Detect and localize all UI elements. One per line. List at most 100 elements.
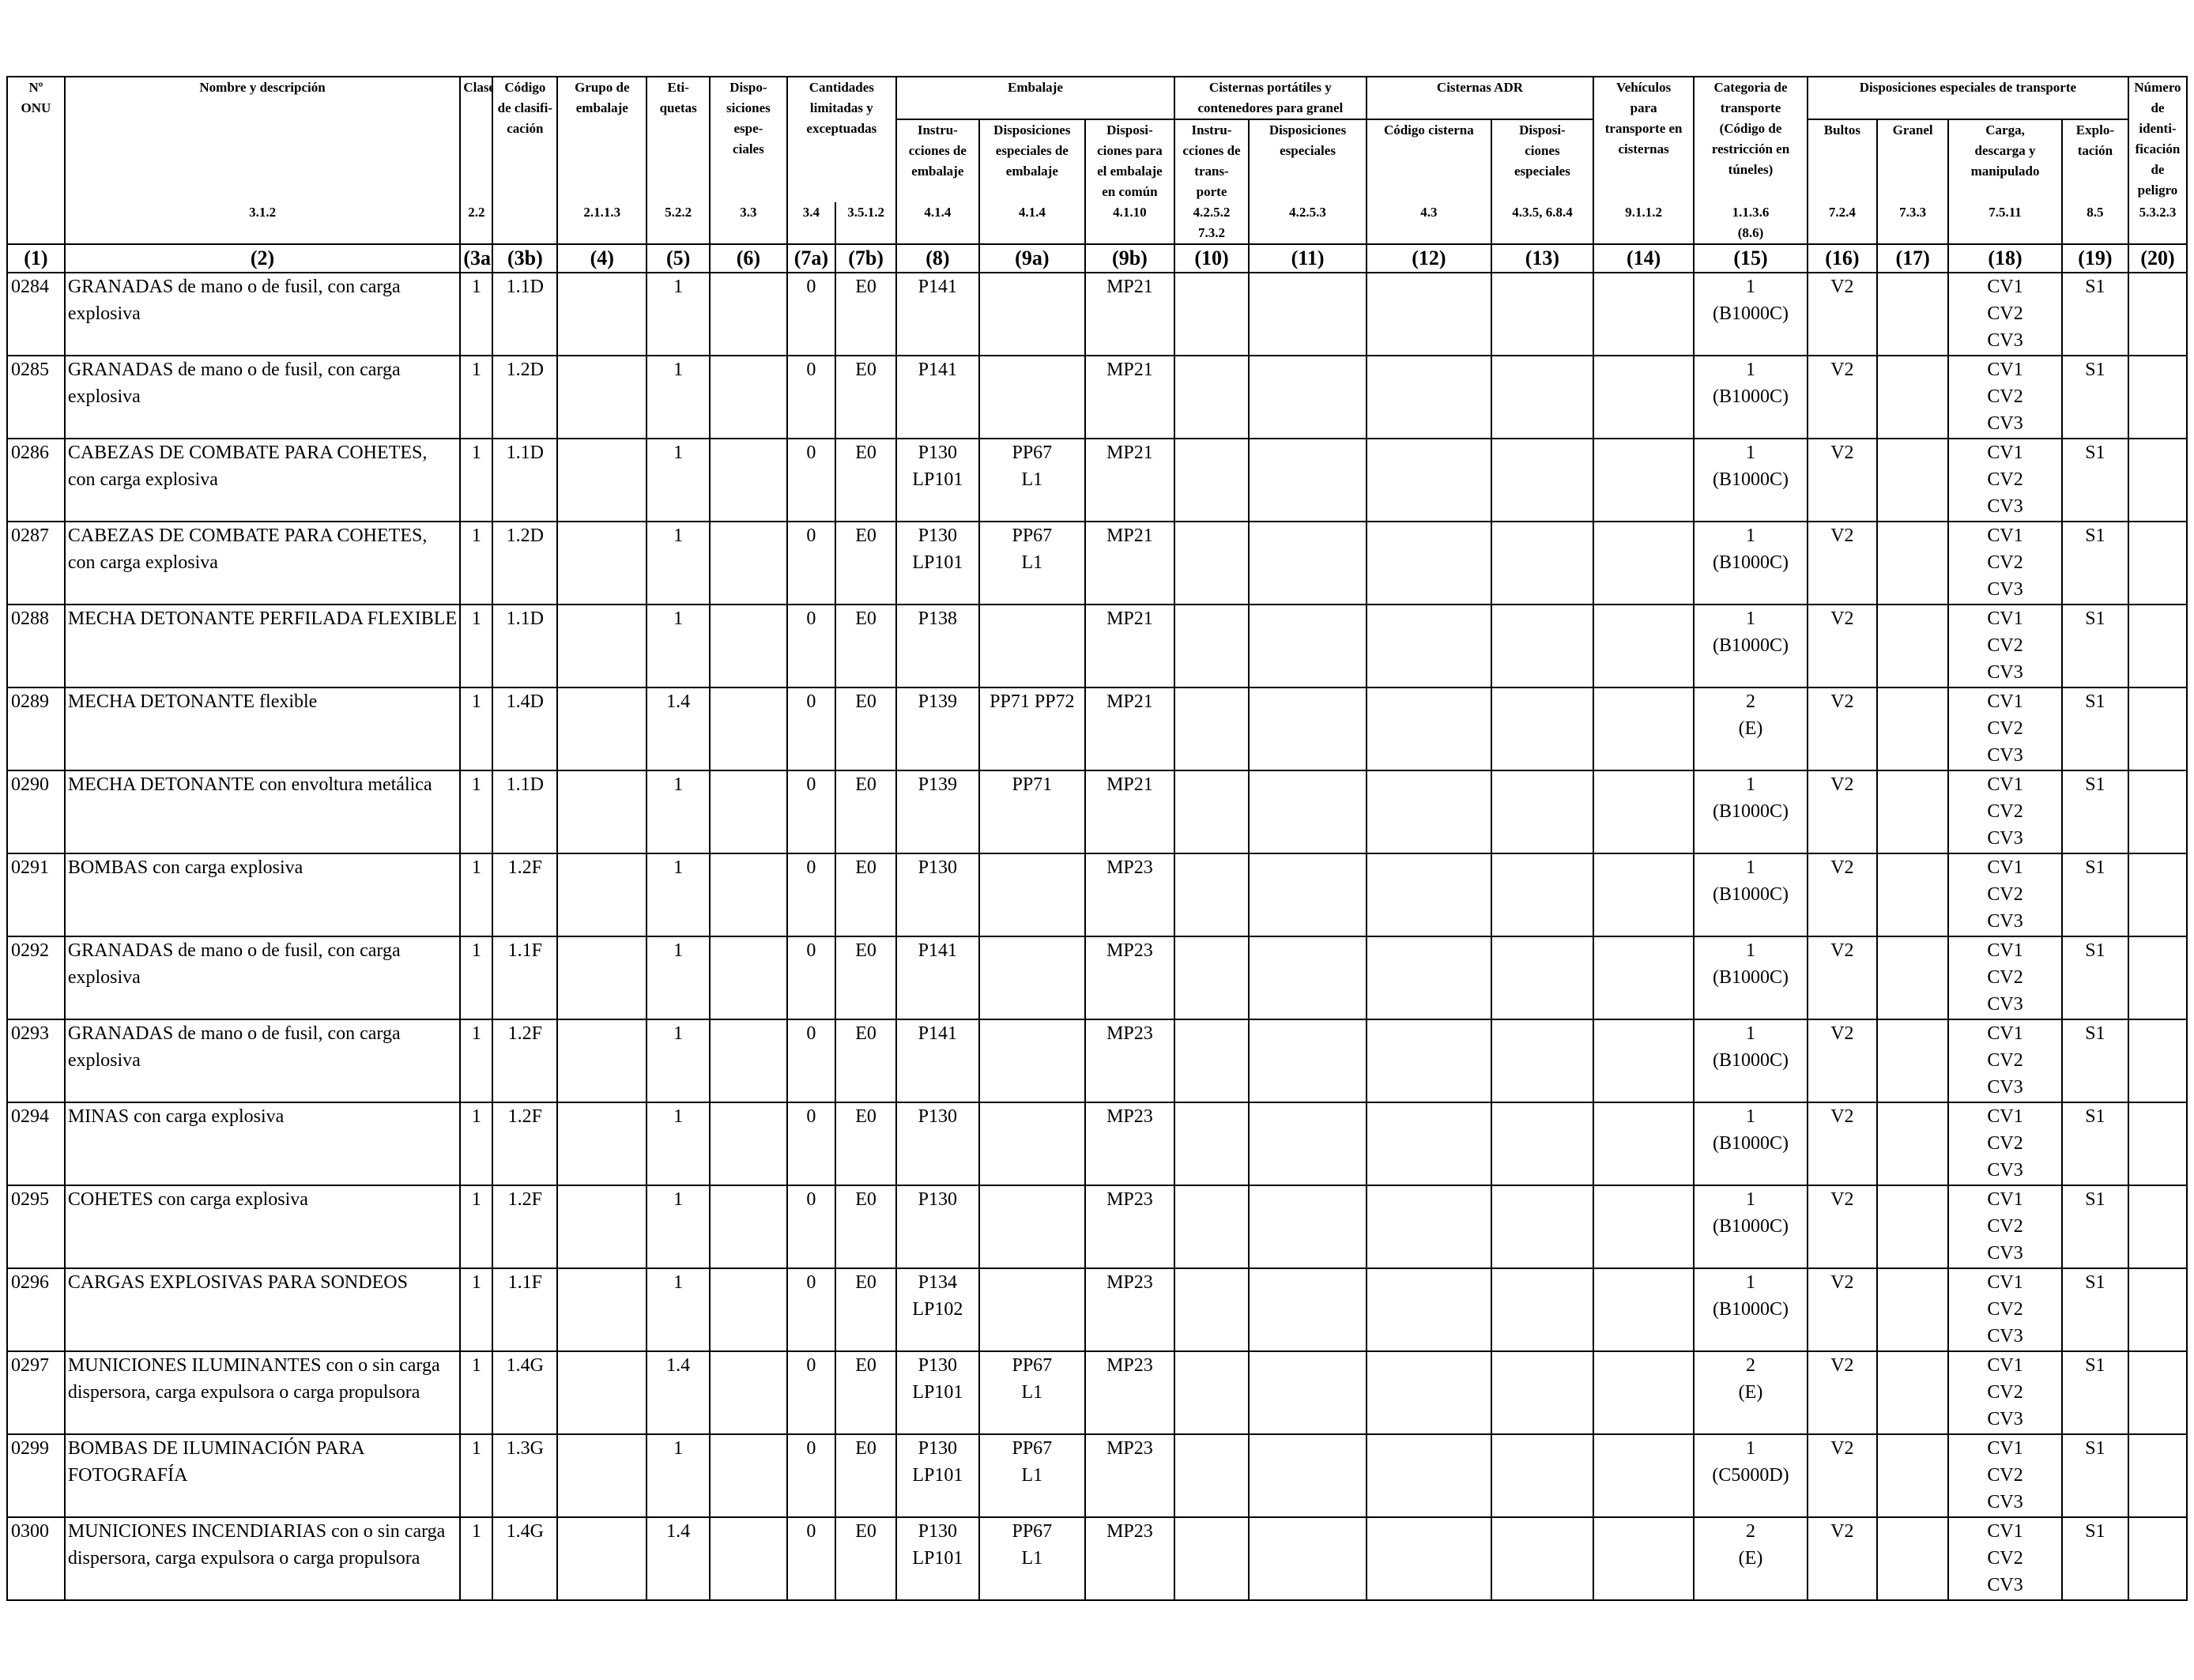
header-cantidades: Cantidades limitadas y exceptuadas [786, 76, 898, 202]
cell-cp-instrucciones [1173, 1019, 1250, 1103]
cell-dt-carga-line: CV3 [1987, 911, 2023, 932]
cell-cp-instrucciones [1173, 1516, 1250, 1601]
cell-name: MECHA DETONANTE PERFILADA FLEXIBLE [63, 604, 462, 688]
cell-vehiculos [1593, 1268, 1695, 1352]
section-grupo: 2.1.1.3 [556, 202, 648, 245]
header-clase: Clase [459, 76, 494, 202]
cell-cp-disposiciones [1248, 1102, 1367, 1186]
cell-etiquetas: 1 [646, 604, 711, 688]
cell-ca-codigo [1365, 1185, 1492, 1269]
cell-cp-instrucciones [1173, 936, 1250, 1020]
cell-cp-disposiciones [1248, 604, 1367, 688]
cell-clase: 1 [459, 1516, 494, 1601]
cell-emb-instrucciones-line: P141 [918, 940, 958, 961]
column-number: (4) [556, 243, 648, 273]
section-ca-disposiciones: 4.3.5, 6.8.4 [1490, 202, 1595, 245]
cell-emb-instrucciones: P130 LP101 [895, 1350, 980, 1435]
cell-cp-instrucciones [1173, 853, 1250, 937]
cell-ca-codigo [1365, 272, 1492, 356]
section-dt-explotacion: 8.5 [2060, 202, 2129, 245]
table-row: 0284 GRANADAS de mano o de fusil, con car… [6, 272, 2188, 356]
cell-dt-bultos: V2 [1806, 438, 1879, 522]
cell-cp-instrucciones [1173, 1185, 1250, 1269]
cell-ca-disposiciones [1490, 687, 1595, 771]
cell-name: CABEZAS DE COMBATE PARA COHETES, con car… [63, 438, 462, 522]
cell-grupo [556, 687, 648, 771]
cell-emb-instrucciones-line: LP102 [912, 1299, 963, 1320]
cell-emb-disposiciones-line: PP71 [1012, 774, 1053, 795]
cell-ca-codigo [1365, 1019, 1492, 1103]
table-row: 0291 BOMBAS con carga explosiva 1 1.2F 1 0 E0 P… [6, 853, 2188, 937]
cell-ca-disposiciones [1490, 1185, 1595, 1269]
cell-emb-comun: MP23 [1084, 1516, 1175, 1601]
cell-cantidades-exceptuadas: E0 [835, 1350, 898, 1435]
cell-ca-codigo [1365, 1516, 1492, 1601]
table-row: 0294 MINAS con carga explosiva 1 1.2F 1 0 E0 P1… [6, 1102, 2188, 1186]
cell-dt-explotacion: S1 [2060, 853, 2129, 937]
cell-dt-carga: CV1 CV2 CV3 [1947, 604, 2063, 688]
cell-emb-instrucciones: P130 [895, 853, 980, 937]
cell-emb-instrucciones: P139 [895, 770, 980, 854]
column-number: (7a) [786, 243, 837, 273]
cell-clase: 1 [459, 687, 494, 771]
cell-grupo [556, 1019, 648, 1103]
cell-name: BOMBAS DE ILUMINACIÓN PARA FOTOGRAFÍA [63, 1433, 462, 1518]
cell-cp-disposiciones [1248, 521, 1367, 605]
cell-emb-instrucciones: P130 LP101 [895, 1433, 980, 1518]
cell-emb-instrucciones-line: P134 [918, 1272, 958, 1293]
cell-emb-instrucciones-line: P130 [918, 1106, 958, 1127]
table-row: 0299 BOMBAS DE ILUMINACIÓN PARA FOTOGRAFÍ… [6, 1433, 2188, 1518]
cell-emb-instrucciones: P130 [895, 1185, 980, 1269]
cell-emb-instrucciones-line: P130 [918, 525, 958, 546]
cell-categoria-line: 1 [1746, 1023, 1755, 1044]
cell-cantidades-exceptuadas: E0 [835, 438, 898, 522]
cell-dt-carga-line: CV2 [1987, 635, 2023, 656]
header-ca-codigo: Código cisterna [1365, 119, 1492, 202]
cell-emb-comun: MP21 [1084, 770, 1175, 854]
cell-categoria: 1 (B1000C) [1693, 1102, 1808, 1186]
cell-cantidades-limitadas: 0 [786, 853, 837, 937]
cell-categoria-line: (B1000C) [1713, 801, 1789, 822]
cell-clase: 1 [459, 1019, 494, 1103]
cell-cantidades-exceptuadas: E0 [835, 770, 898, 854]
cell-cantidades-exceptuadas: E0 [835, 1268, 898, 1352]
cell-numero-peligro [2127, 1350, 2188, 1435]
cell-dt-carga-line: CV2 [1987, 801, 2023, 822]
table-row: 0287 CABEZAS DE COMBATE PARA COHETES, con… [6, 521, 2188, 605]
column-number: (9b) [1084, 243, 1175, 273]
cell-clase: 1 [459, 1102, 494, 1186]
cell-dt-bultos: V2 [1806, 936, 1879, 1020]
cell-dt-bultos: V2 [1806, 521, 1879, 605]
header-dt-explotacion: Explo- tación [2060, 119, 2129, 202]
cell-dt-explotacion: S1 [2060, 1268, 2129, 1352]
section-cp-disposiciones: 4.2.5.3 [1248, 202, 1367, 245]
cell-cantidades-limitadas: 0 [786, 1433, 837, 1518]
section-vehiculos: 9.1.1.2 [1593, 202, 1695, 245]
cell-disp-especiales [709, 687, 788, 771]
cell-categoria: 1 (C5000D) [1693, 1433, 1808, 1518]
cell-etiquetas: 1 [646, 1185, 711, 1269]
cell-cantidades-limitadas: 0 [786, 687, 837, 771]
cell-cp-instrucciones [1173, 355, 1250, 439]
cell-dt-bultos: V2 [1806, 355, 1879, 439]
cell-dt-carga: CV1 CV2 CV3 [1947, 1019, 2063, 1103]
cell-name: GRANADAS de mano o de fusil, con carga e… [63, 936, 462, 1020]
cell-categoria-line: 1 [1746, 1438, 1755, 1459]
cell-categoria-line: 1 [1746, 277, 1755, 297]
cell-dt-explotacion: S1 [2060, 1433, 2129, 1518]
section-clase: 2.2 [459, 202, 494, 245]
cell-codigo: 1.4G [492, 1516, 559, 1601]
header-emb-instrucciones: Instru- cciones de embalaje [895, 119, 980, 202]
cell-codigo: 1.2F [492, 1019, 559, 1103]
cell-categoria-line: 1 [1746, 774, 1755, 795]
cell-dt-carga-line: CV3 [1987, 994, 2023, 1015]
cell-onu: 0284 [6, 272, 66, 356]
cell-categoria: 1 (B1000C) [1693, 1019, 1808, 1103]
cell-emb-disposiciones: PP67 L1 [978, 1433, 1087, 1518]
cell-categoria: 1 (B1000C) [1693, 604, 1808, 688]
cell-categoria: 2 (E) [1693, 1350, 1808, 1435]
cell-dt-carga: CV1 CV2 CV3 [1947, 1268, 2063, 1352]
cell-onu: 0293 [6, 1019, 66, 1103]
cell-categoria-line: 1 [1746, 1189, 1755, 1210]
cell-dt-carga-line: CV2 [1987, 1548, 2023, 1569]
